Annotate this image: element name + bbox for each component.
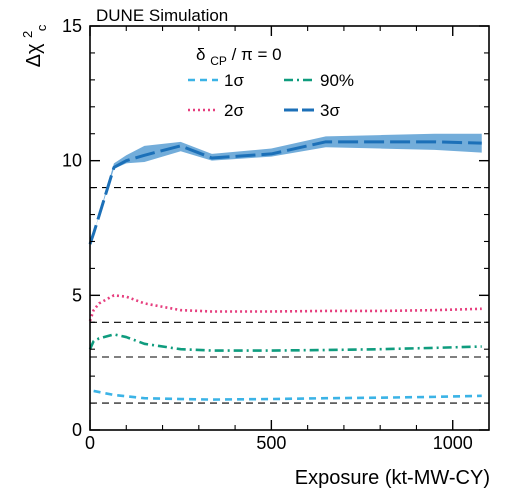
- y-axis-title-superscript: 2: [20, 31, 35, 38]
- series-lines: [88, 140, 482, 401]
- axis-ticks: 0 500 1000 0 5 10 15: [62, 16, 489, 453]
- legend-title-rest: / π = 0: [232, 45, 282, 64]
- legend-title: δ CP / π = 0: [196, 45, 282, 69]
- axis-labels: DUNE Simulation Exposure (kt-MW-CY) Δχ 2…: [15, 6, 490, 489]
- x-tick-label: 1000: [433, 433, 473, 453]
- y-axis-title-subscript: c: [34, 24, 49, 31]
- y-tick-label: 15: [62, 16, 82, 36]
- uncertainty-bands: [90, 133, 482, 245]
- series-line-3sigma: [88, 140, 482, 245]
- legend-label-2sigma: 2σ: [224, 101, 244, 120]
- legend-label-1sigma: 1σ: [224, 71, 244, 90]
- x-axis-title: Exposure (kt-MW-CY): [295, 467, 490, 489]
- y-axis-title: Δχ 2 c: [15, 24, 49, 67]
- y-tick-label: 10: [62, 151, 82, 171]
- legend-title-sub: CP: [210, 54, 227, 68]
- legend-title-main: δ: [196, 45, 205, 64]
- y-tick-label: 5: [72, 285, 82, 305]
- x-tick-label: 0: [85, 433, 95, 453]
- series-line-90pct: [88, 333, 482, 352]
- y-axis-title-main: Δχ: [23, 43, 45, 67]
- y-tick-label: 0: [72, 420, 82, 440]
- series-line-1sigma: [93, 389, 482, 401]
- chart-header: DUNE Simulation: [96, 6, 228, 25]
- legend-label-90pct: 90%: [320, 71, 354, 90]
- band-3sigma: [90, 133, 482, 245]
- x-tick-label: 500: [256, 433, 286, 453]
- threshold-lines: [90, 187, 489, 404]
- legend: δ CP / π = 0 1σ 90% 2σ 3σ: [188, 45, 354, 120]
- series-line-2sigma: [88, 294, 482, 322]
- plot-frame: [89, 25, 490, 431]
- legend-label-3sigma: 3σ: [320, 101, 340, 120]
